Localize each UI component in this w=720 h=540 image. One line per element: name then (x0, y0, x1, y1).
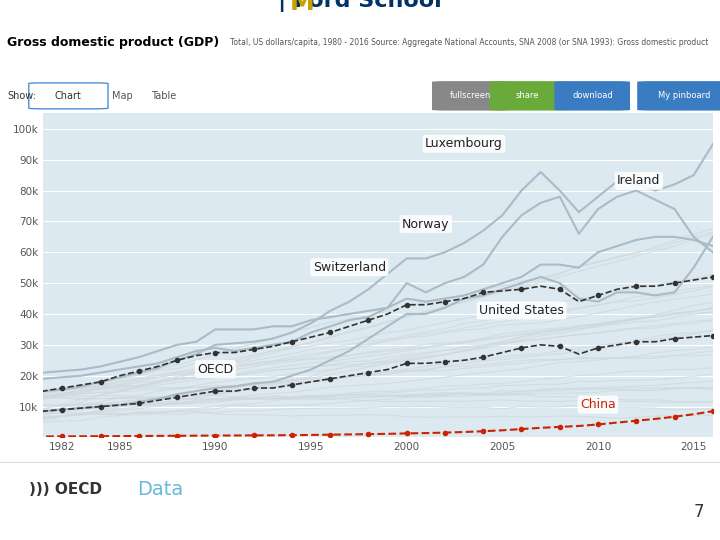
FancyBboxPatch shape (29, 83, 108, 109)
Text: United States: United States (479, 304, 564, 317)
Text: M: M (290, 0, 315, 15)
Text: Table: Table (151, 91, 176, 101)
Text: OECD: OECD (197, 362, 233, 376)
Text: China: China (580, 398, 616, 411)
Text: download: download (572, 91, 613, 100)
Text: ))) OECD: ))) OECD (29, 482, 102, 497)
Text: Switzerland: Switzerland (312, 261, 386, 274)
Text: Total, US dollars/capita, 1980 - 2016 Source: Aggregate National Accounts, SNA 2: Total, US dollars/capita, 1980 - 2016 So… (230, 38, 708, 47)
Text: Show:: Show: (7, 91, 36, 101)
FancyBboxPatch shape (490, 81, 565, 111)
Text: Chart: Chart (55, 91, 82, 101)
Text: | Ford School: | Ford School (278, 0, 442, 12)
FancyBboxPatch shape (554, 81, 630, 111)
Text: Map: Map (112, 91, 132, 101)
Text: Norway: Norway (402, 218, 449, 231)
Text: My pinboard: My pinboard (658, 91, 710, 100)
Text: fullscreen: fullscreen (449, 91, 491, 100)
FancyBboxPatch shape (637, 81, 720, 111)
Text: Ireland: Ireland (617, 174, 660, 187)
Text: Luxembourg: Luxembourg (426, 137, 503, 150)
Text: Gross domestic product (GDP): Gross domestic product (GDP) (7, 36, 220, 49)
Text: 7: 7 (693, 503, 703, 522)
Text: share: share (516, 91, 539, 100)
FancyBboxPatch shape (432, 81, 508, 111)
Text: Data: Data (137, 480, 183, 499)
